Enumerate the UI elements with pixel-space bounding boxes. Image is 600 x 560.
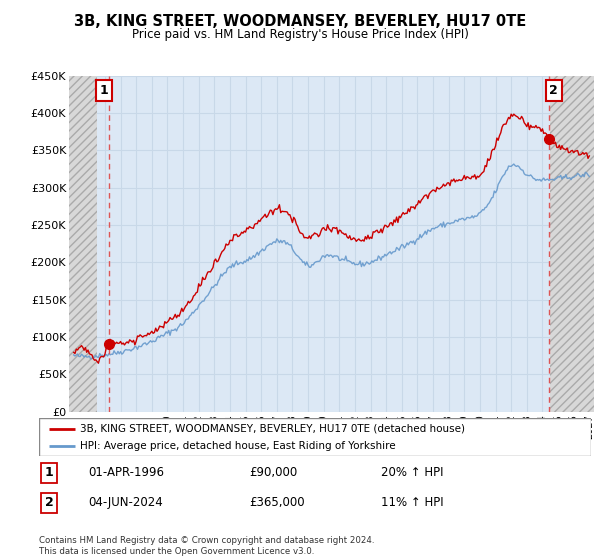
Text: 04-JUN-2024: 04-JUN-2024: [89, 496, 163, 510]
Text: 1: 1: [44, 466, 53, 479]
Text: Contains HM Land Registry data © Crown copyright and database right 2024.
This d: Contains HM Land Registry data © Crown c…: [39, 536, 374, 556]
Text: 2: 2: [44, 496, 53, 510]
Text: £90,000: £90,000: [249, 466, 297, 479]
Text: HPI: Average price, detached house, East Riding of Yorkshire: HPI: Average price, detached house, East…: [80, 441, 396, 451]
Text: 11% ↑ HPI: 11% ↑ HPI: [381, 496, 444, 510]
Bar: [550, 76, 594, 412]
Text: 1: 1: [100, 84, 109, 97]
Bar: [69, 76, 97, 412]
Text: 20% ↑ HPI: 20% ↑ HPI: [381, 466, 444, 479]
Text: 2: 2: [550, 84, 558, 97]
Text: 3B, KING STREET, WOODMANSEY, BEVERLEY, HU17 0TE: 3B, KING STREET, WOODMANSEY, BEVERLEY, H…: [74, 14, 526, 29]
Text: £365,000: £365,000: [249, 496, 304, 510]
Text: Price paid vs. HM Land Registry's House Price Index (HPI): Price paid vs. HM Land Registry's House …: [131, 28, 469, 41]
Text: 3B, KING STREET, WOODMANSEY, BEVERLEY, HU17 0TE (detached house): 3B, KING STREET, WOODMANSEY, BEVERLEY, H…: [80, 424, 466, 434]
Text: 01-APR-1996: 01-APR-1996: [89, 466, 164, 479]
FancyBboxPatch shape: [39, 418, 591, 456]
